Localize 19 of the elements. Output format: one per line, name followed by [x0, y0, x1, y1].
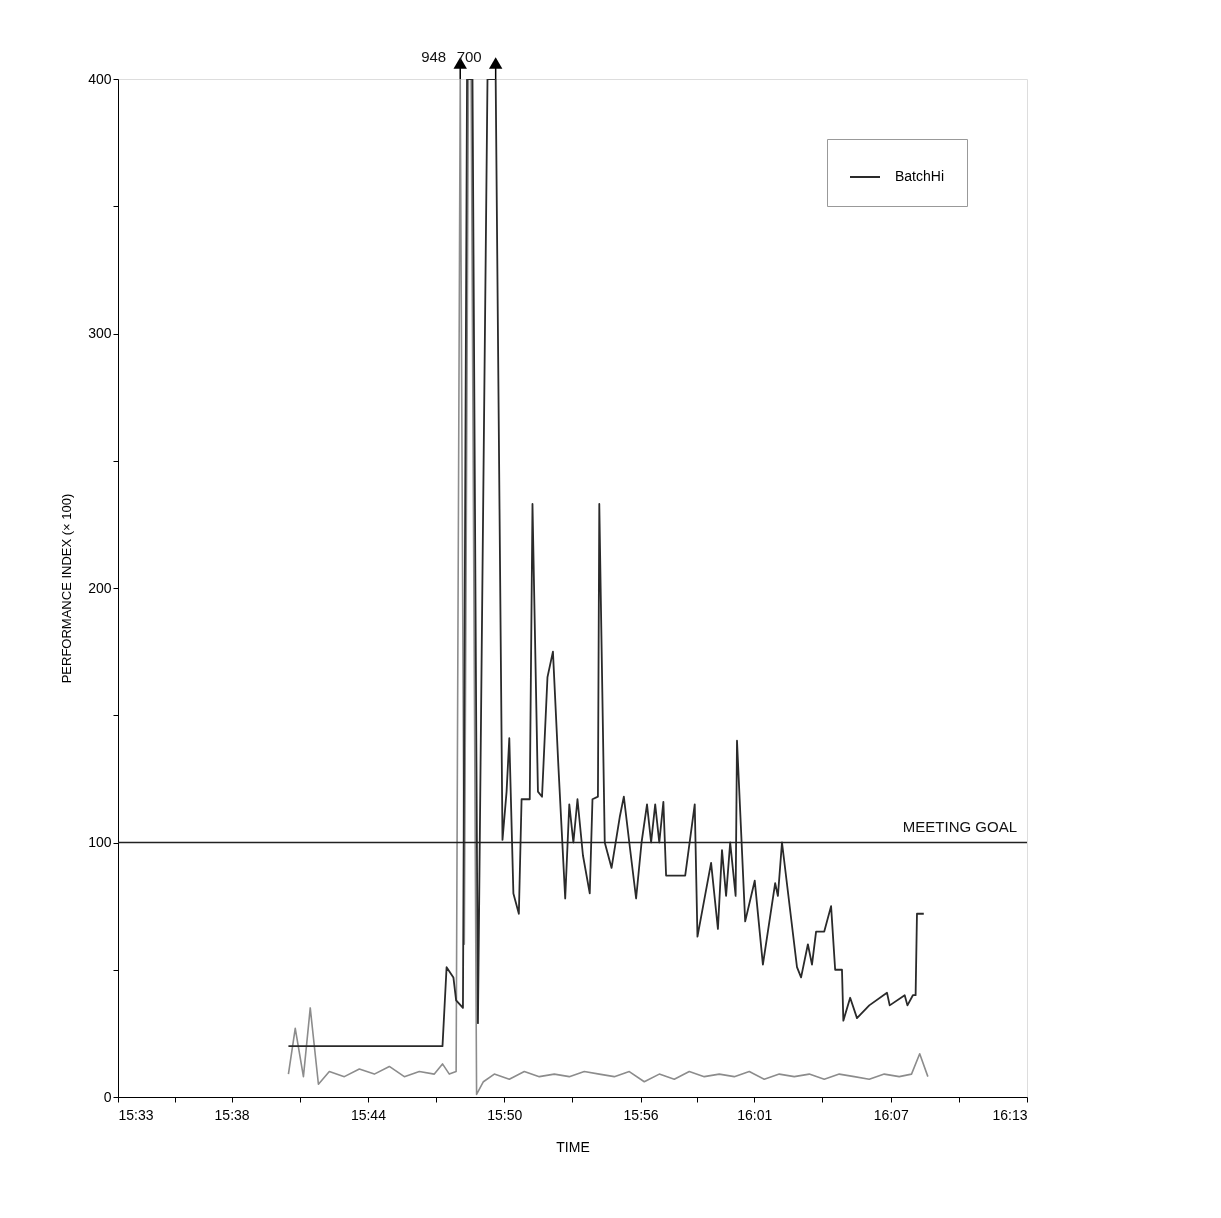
- annotation: 700: [456, 48, 482, 65]
- x-axis-title: TIME: [556, 1138, 590, 1155]
- x-tick-label: 16:07: [873, 1106, 909, 1123]
- x-tick-label: 16:13: [992, 1106, 1028, 1123]
- y-tick-label: 200: [88, 579, 112, 596]
- y-axis-title: PERFORMANCE INDEX (× 100): [59, 493, 75, 684]
- legend-label: BatchHi: [895, 168, 945, 184]
- annotation: 948: [421, 48, 447, 65]
- x-tick-label: 15:38: [214, 1106, 250, 1123]
- x-tick-label: 15:44: [350, 1106, 387, 1123]
- ref-line-label: MEETING GOAL: [902, 817, 1017, 835]
- x-tick-label: 15:50: [487, 1106, 523, 1123]
- x-tick-label: 15:56: [623, 1106, 659, 1123]
- x-tick-label: 16:01: [737, 1106, 773, 1123]
- y-tick-label: 400: [88, 70, 112, 87]
- y-tick-label: 300: [88, 325, 112, 341]
- y-tick-label: 100: [88, 834, 112, 850]
- y-tick-label: 0: [103, 1088, 112, 1105]
- x-tick-label: 15:33: [118, 1106, 154, 1123]
